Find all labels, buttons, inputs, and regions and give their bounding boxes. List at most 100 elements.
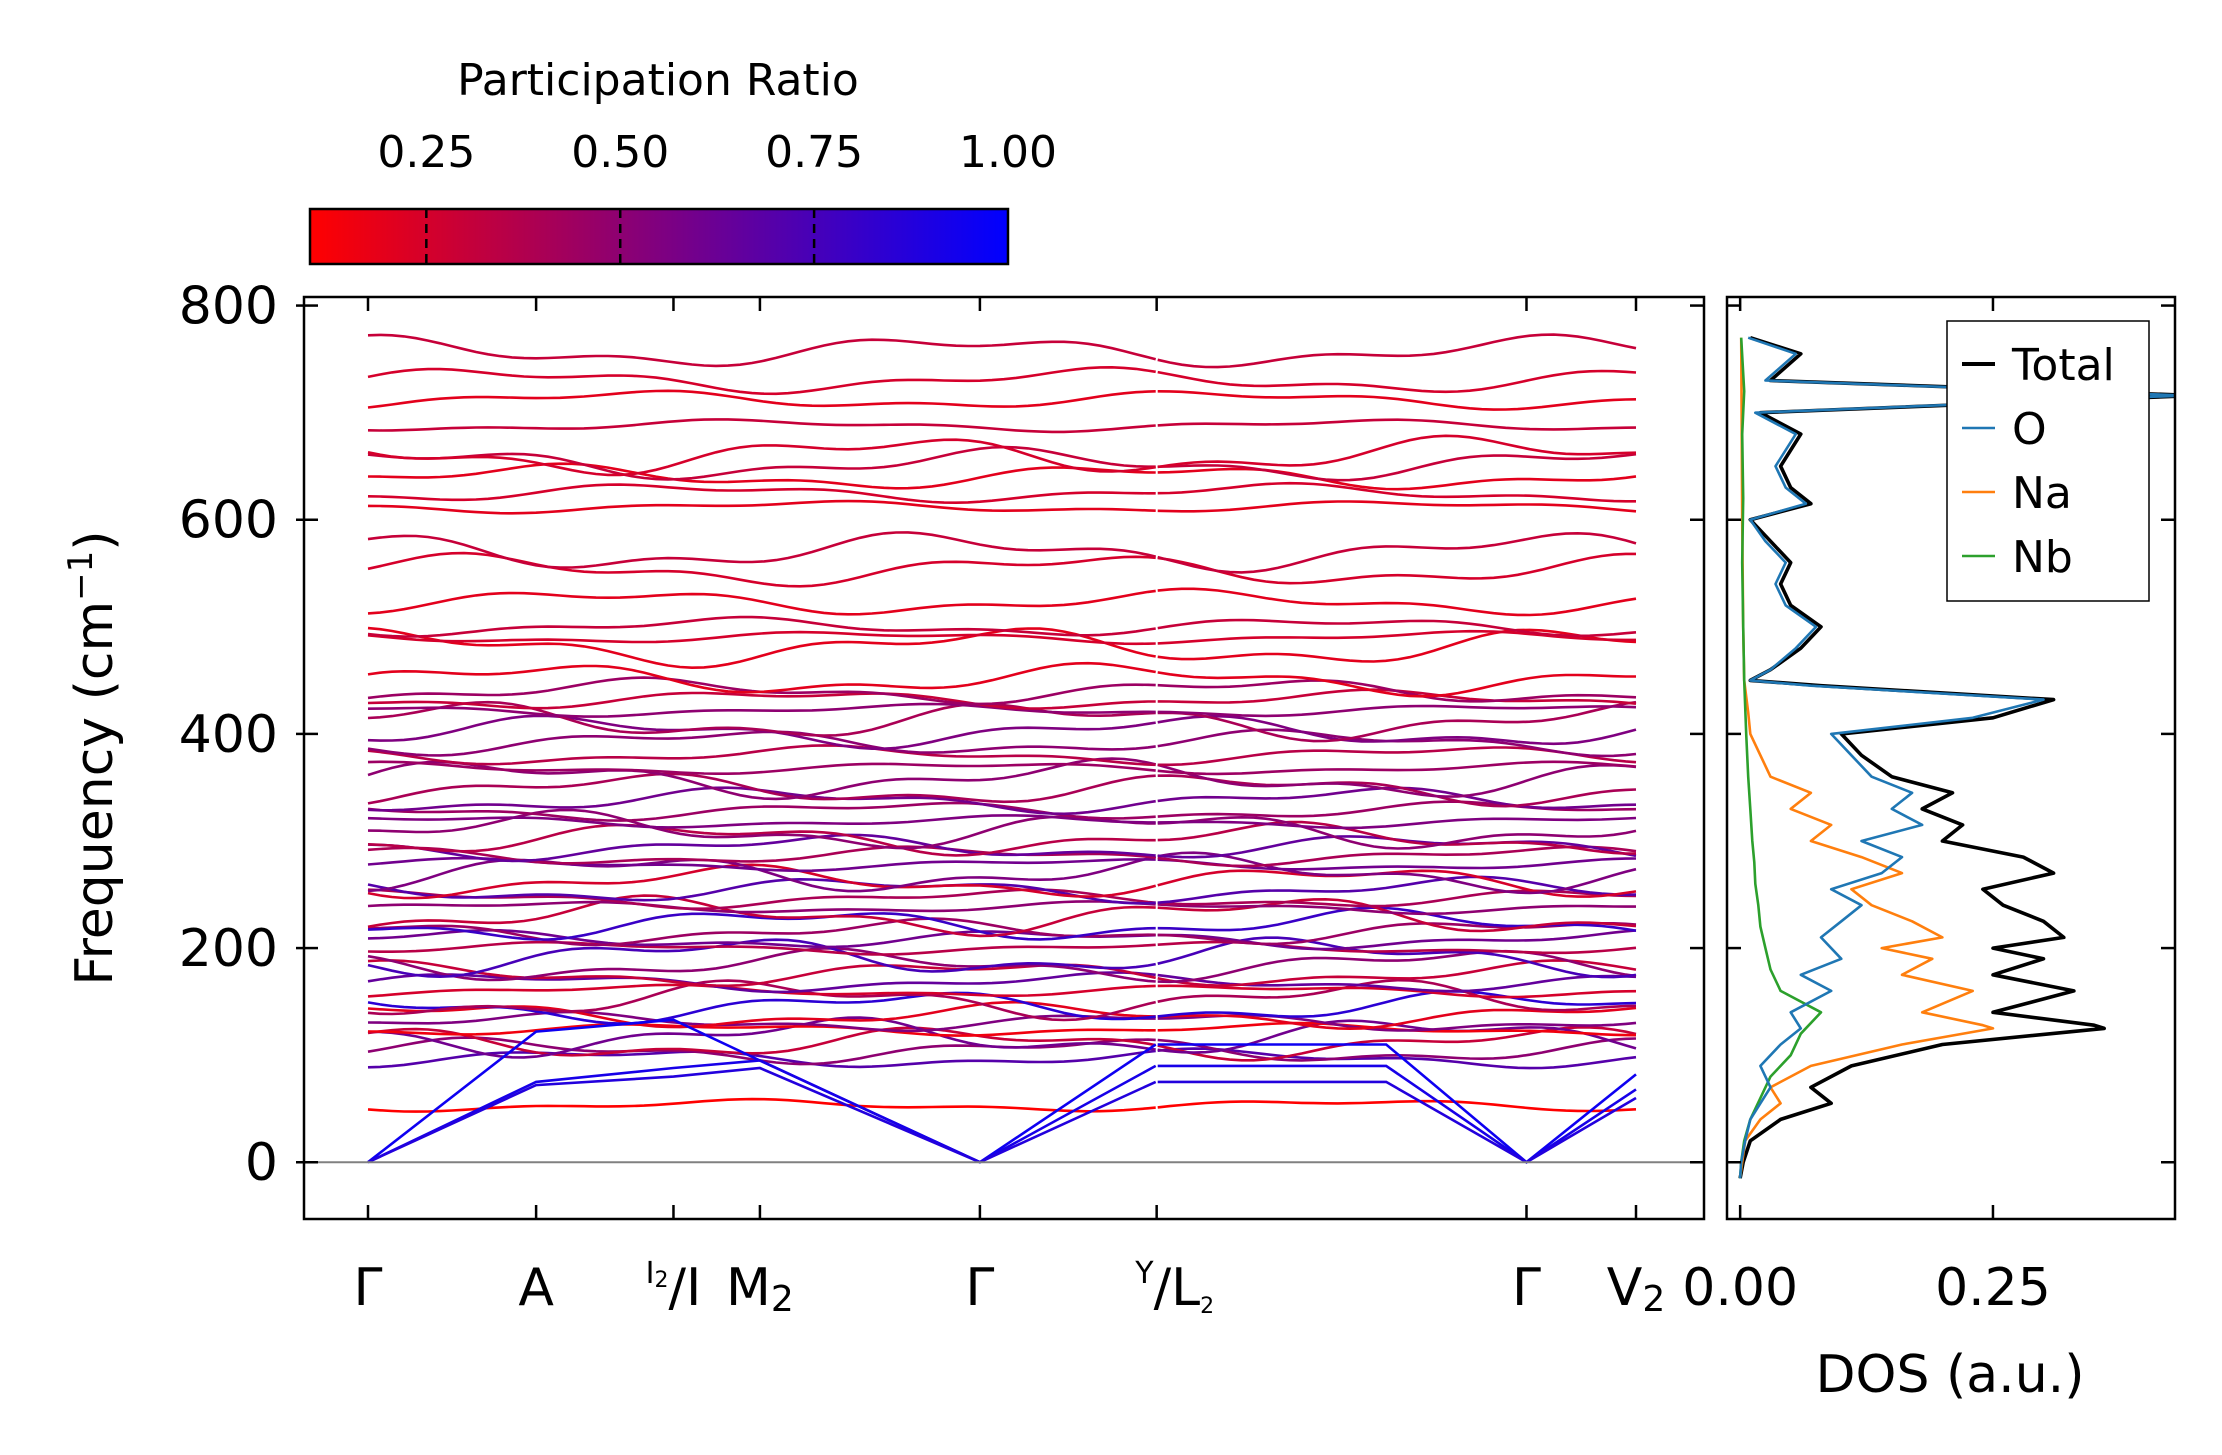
optical-band	[1157, 763, 1637, 798]
band-structure-panel: 0 200 400 600 800 Γ A I2/I M2 Γ Y/L2 Γ V2 Frequency…	[61, 277, 1706, 1320]
optical-band	[367, 589, 1156, 616]
legend-item-na[interactable]: Na	[1962, 468, 2072, 519]
optical-band	[1157, 587, 1637, 617]
optical-band	[367, 772, 1156, 805]
optical-band	[367, 833, 1156, 863]
optical-band	[367, 900, 1156, 914]
y-tick-label: 800	[179, 277, 278, 337]
dos-ticks: 0.00 0.25	[1682, 297, 2175, 1318]
optical-band	[1157, 700, 1637, 743]
optical-band	[1157, 628, 1637, 663]
colorbar-tick-label: 1.00	[959, 127, 1057, 178]
colorbar-gradient	[308, 207, 1010, 266]
optical-band	[1157, 500, 1637, 513]
y-tick-label: 200	[179, 919, 278, 979]
band-y-ticks: 0 200 400 600 800	[179, 277, 318, 1193]
dos-series-na	[1738, 337, 1995, 1179]
optical-band	[1157, 760, 1637, 776]
legend-frame	[1946, 320, 2150, 602]
dos-panel: 0.00 0.25 DOS (a.u.) Total O Na Nb	[1682, 295, 2177, 1405]
k-point-label: Γ	[354, 1258, 383, 1318]
acoustic-band	[1157, 1080, 1637, 1164]
optical-band	[1157, 906, 1637, 932]
legend-item-nb[interactable]: Nb	[1962, 532, 2073, 583]
acoustic-band	[367, 1066, 1157, 1164]
optical-band	[367, 531, 1156, 569]
k-point-label: Γ	[1512, 1258, 1541, 1318]
optical-band	[367, 365, 1156, 396]
optical-band	[1157, 851, 1637, 895]
dos-series-o	[1738, 336, 2175, 1179]
optical-band	[367, 418, 1156, 434]
optical-band	[1157, 452, 1637, 482]
optical-band	[367, 551, 1156, 588]
optical-band	[1157, 800, 1637, 818]
dos-axes-frame	[1725, 295, 2177, 1221]
optical-band	[1157, 857, 1637, 871]
legend-item-total[interactable]: Total	[1962, 340, 2115, 391]
band-lines	[367, 333, 1637, 1164]
optical-band	[367, 445, 1156, 481]
optical-band	[367, 438, 1156, 477]
optical-band	[1157, 978, 1637, 1012]
optical-band	[367, 938, 1156, 979]
optical-band	[367, 801, 1156, 822]
optical-band	[1157, 481, 1636, 503]
optical-band	[1157, 333, 1637, 369]
legend-item-o[interactable]: O	[1962, 404, 2047, 455]
optical-band	[1157, 897, 1637, 933]
optical-band	[367, 626, 1156, 670]
optical-band	[1157, 1047, 1637, 1070]
optical-band	[367, 760, 1156, 775]
k-point-label: I2/I	[646, 1256, 702, 1318]
optical-band	[1157, 629, 1636, 645]
k-point-label: A	[518, 1258, 554, 1318]
optical-band	[1157, 552, 1636, 585]
k-point-label: Y/L2	[1134, 1256, 1214, 1319]
legend-label: Nb	[2012, 532, 2073, 583]
optical-band	[367, 823, 1156, 857]
optical-band	[1157, 922, 1637, 946]
dos-x-axis-label: DOS (a.u.)	[1816, 1345, 2085, 1405]
optical-band	[367, 499, 1156, 515]
optical-band	[367, 462, 1156, 490]
optical-band	[367, 389, 1156, 409]
optical-band	[367, 1026, 1156, 1057]
colorbar-tick-label: 0.75	[765, 127, 863, 178]
optical-band	[367, 702, 1156, 718]
optical-band	[1157, 845, 1637, 868]
optical-band	[367, 1010, 1156, 1033]
optical-band	[1157, 875, 1637, 904]
optical-band	[367, 947, 1156, 983]
optical-band	[367, 1097, 1156, 1113]
optical-band	[367, 894, 1156, 938]
optical-band	[1157, 434, 1637, 469]
optical-band	[1157, 418, 1637, 431]
acoustic-band	[367, 1018, 1157, 1164]
optical-band	[1157, 369, 1637, 394]
colorbar: Participation Ratio 0.25 0.50 0.75 1.00	[308, 55, 1057, 266]
legend-label: Na	[2012, 468, 2072, 519]
optical-band	[367, 1023, 1156, 1037]
legend[interactable]: Total O Na Nb	[1946, 320, 2150, 602]
acoustic-band	[1157, 1043, 1637, 1164]
optical-band	[367, 691, 1156, 710]
optical-band	[1157, 889, 1637, 908]
optical-band	[1157, 869, 1637, 898]
k-point-label: V2	[1607, 1258, 1665, 1320]
y-axis-label: Frequency (cm−1)	[61, 530, 125, 985]
optical-band	[367, 814, 1156, 829]
optical-band	[367, 630, 1156, 646]
optical-band	[367, 661, 1156, 694]
colorbar-tick-label: 0.25	[377, 127, 475, 178]
optical-band	[1157, 679, 1637, 703]
band-kpoint-ticks: Γ A I2/I M2 Γ Y/L2 Γ V2	[354, 297, 1665, 1320]
optical-band	[1157, 816, 1637, 830]
colorbar-title: Participation Ratio	[457, 55, 859, 106]
optical-band	[1157, 390, 1637, 411]
optical-band	[1157, 949, 1637, 984]
optical-band	[367, 1016, 1156, 1059]
y-tick-label: 0	[245, 1133, 278, 1193]
optical-band	[367, 971, 1156, 994]
